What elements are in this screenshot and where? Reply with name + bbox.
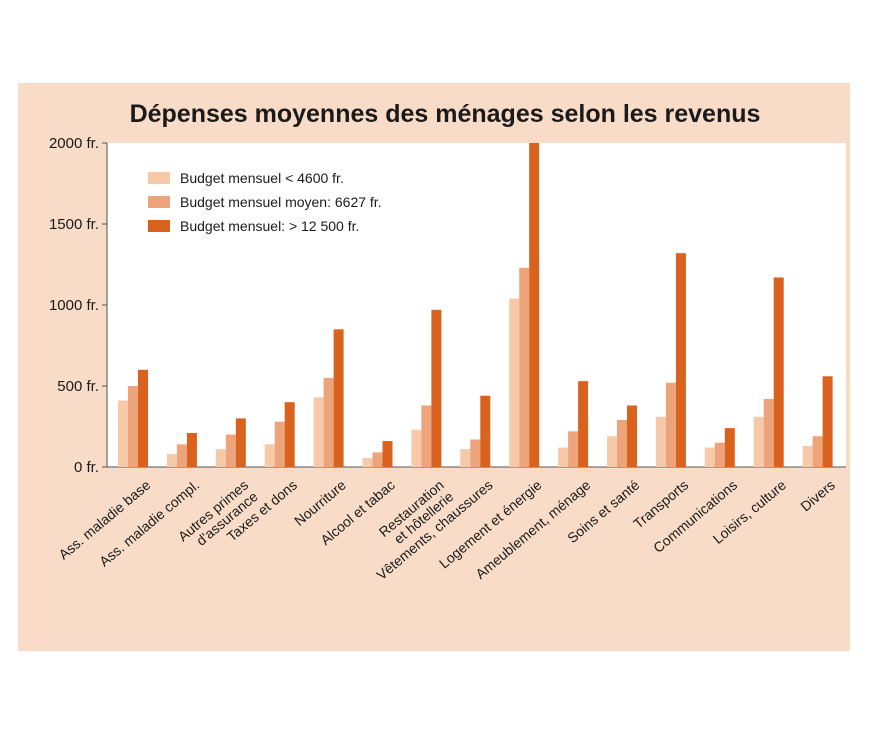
bar-group (411, 309, 442, 467)
legend-swatch (148, 220, 170, 232)
bar (763, 398, 774, 467)
bar (235, 418, 246, 467)
bar-group (704, 428, 735, 467)
bar (274, 421, 285, 467)
bar (773, 277, 784, 467)
bar-group (802, 376, 833, 467)
legend-box (140, 161, 460, 239)
bar-group (264, 402, 295, 467)
bar-group (362, 441, 393, 467)
bar (714, 442, 725, 467)
bar-group (509, 143, 540, 467)
bar (802, 445, 813, 467)
x-tick-label: Divers (797, 477, 838, 515)
legend-label: Budget mensuel moyen: 6627 fr. (180, 194, 382, 210)
bar (480, 395, 491, 467)
bar-group (558, 381, 589, 467)
chart-title: Dépenses moyennes des ménages selon les … (130, 100, 761, 128)
legend: Budget mensuel < 4600 fr. Budget mensuel … (140, 161, 460, 239)
bar (753, 416, 764, 467)
legend-swatch (148, 196, 170, 208)
bar (607, 436, 617, 467)
bar (421, 405, 432, 467)
legend-label: Budget mensuel: > 12 500 fr. (180, 218, 359, 234)
y-axis: 0 fr. 500 fr. 1000 fr. 1500 fr. 2000 fr. (49, 135, 846, 476)
bar (627, 405, 637, 467)
bar (215, 449, 226, 467)
bar-group (753, 277, 784, 467)
bar-group (166, 432, 197, 467)
bar (411, 429, 422, 467)
bar (460, 449, 471, 467)
bar (578, 381, 589, 467)
bar (362, 458, 373, 467)
bar (655, 416, 666, 467)
bar (665, 382, 676, 467)
x-tick-label: Communications (650, 477, 740, 556)
bar (264, 444, 275, 467)
bar (225, 434, 236, 467)
bar (372, 452, 383, 467)
bar (558, 447, 569, 467)
bar (812, 436, 823, 467)
bar (313, 397, 324, 467)
bar-group (607, 405, 637, 467)
bar (617, 420, 627, 467)
bar (568, 431, 579, 467)
bar (822, 376, 833, 467)
bar (128, 386, 138, 467)
y-tick-label: 0 fr. (74, 459, 99, 476)
bar-group (313, 329, 344, 467)
bar (529, 143, 540, 467)
y-tick-label: 2000 fr. (49, 135, 99, 152)
y-tick-label: 1000 fr. (49, 297, 99, 314)
bar (323, 377, 334, 467)
bar (176, 444, 187, 467)
bar (138, 369, 148, 467)
x-tick-label-line: Divers (797, 477, 838, 515)
bar (704, 447, 715, 467)
legend-swatch (148, 172, 170, 184)
bar (382, 441, 393, 467)
bar (118, 400, 128, 467)
bar (166, 454, 177, 467)
bars (118, 143, 833, 467)
x-tick-label-line: Communications (650, 477, 740, 556)
bar-group (460, 395, 491, 467)
y-tick-label: 1500 fr. (49, 216, 99, 233)
bar (724, 428, 735, 467)
bar (284, 402, 295, 467)
y-tick-label: 500 fr. (57, 378, 99, 395)
bar (186, 432, 197, 467)
bar-group (655, 253, 686, 467)
bar (431, 309, 442, 467)
legend-label: Budget mensuel < 4600 fr. (180, 170, 344, 186)
bar (470, 439, 481, 467)
bar (519, 267, 530, 467)
bar (509, 298, 520, 467)
bar-group (215, 418, 246, 467)
bar (333, 329, 344, 467)
bar-group (118, 369, 148, 467)
bar (675, 253, 686, 467)
